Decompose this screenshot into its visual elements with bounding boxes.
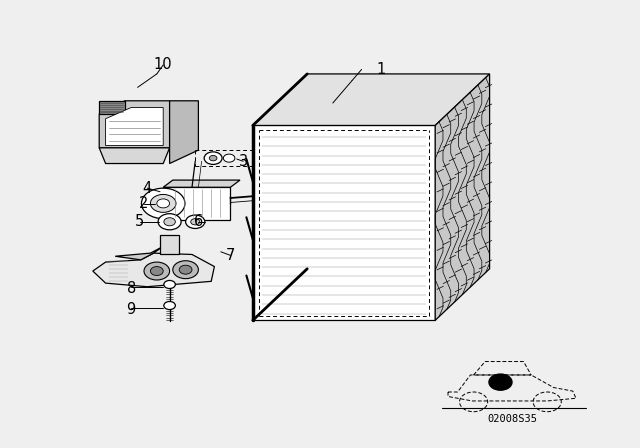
- Text: 6: 6: [194, 214, 203, 229]
- Text: 8: 8: [127, 281, 136, 297]
- Circle shape: [223, 154, 235, 162]
- Circle shape: [157, 199, 170, 208]
- Circle shape: [144, 262, 170, 280]
- Circle shape: [158, 214, 181, 230]
- Polygon shape: [99, 148, 170, 164]
- Text: 4: 4: [143, 181, 152, 196]
- Polygon shape: [99, 101, 125, 114]
- Circle shape: [164, 218, 175, 226]
- Circle shape: [179, 265, 192, 274]
- Circle shape: [209, 155, 217, 161]
- Polygon shape: [170, 101, 198, 164]
- Polygon shape: [435, 74, 490, 320]
- Text: 2: 2: [140, 196, 148, 211]
- Circle shape: [164, 280, 175, 289]
- Text: 7: 7: [226, 248, 235, 263]
- Circle shape: [186, 215, 205, 228]
- Polygon shape: [253, 74, 490, 125]
- Circle shape: [150, 267, 163, 276]
- Polygon shape: [99, 101, 170, 148]
- Text: 10: 10: [154, 57, 173, 73]
- Circle shape: [489, 374, 512, 390]
- Text: 02008S35: 02008S35: [487, 414, 537, 424]
- Text: 5: 5: [135, 214, 144, 229]
- Polygon shape: [93, 253, 214, 287]
- Circle shape: [204, 152, 222, 164]
- Polygon shape: [160, 235, 179, 254]
- Polygon shape: [163, 187, 230, 220]
- Circle shape: [141, 188, 185, 219]
- Circle shape: [164, 302, 175, 310]
- Text: 9: 9: [127, 302, 136, 317]
- Polygon shape: [106, 108, 163, 146]
- Text: 3: 3: [239, 154, 248, 169]
- Polygon shape: [115, 246, 163, 260]
- Polygon shape: [163, 180, 240, 187]
- Circle shape: [150, 194, 176, 212]
- Circle shape: [173, 261, 198, 279]
- Circle shape: [191, 219, 200, 225]
- Polygon shape: [253, 125, 435, 320]
- Text: 1: 1: [376, 62, 385, 77]
